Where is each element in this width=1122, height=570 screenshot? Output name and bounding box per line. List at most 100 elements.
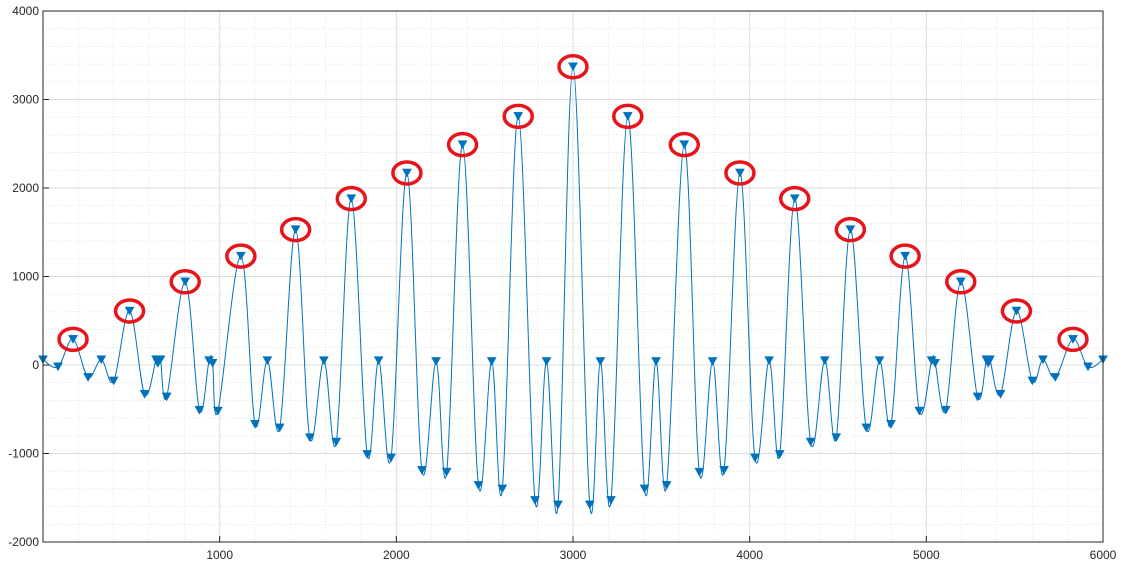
peak-marker xyxy=(719,466,729,475)
peak-marker xyxy=(595,357,606,366)
peak-marker xyxy=(1050,373,1061,382)
peak-marker xyxy=(861,423,872,433)
peak-marker xyxy=(831,433,842,443)
major-grid xyxy=(43,10,1104,543)
peak-marker xyxy=(995,389,1006,399)
highlight-circle xyxy=(557,54,589,80)
x-axis: 1000 2000 3000 4000 5000 6000 xyxy=(206,536,1117,562)
peak-marker xyxy=(402,168,412,178)
peak-marker xyxy=(331,437,342,447)
peak-marker xyxy=(139,389,150,399)
peak-marker xyxy=(750,453,760,463)
peak-marker xyxy=(914,406,925,416)
peak-marker xyxy=(318,356,329,366)
x-tick-label: 5000 xyxy=(913,548,940,562)
peak-marker xyxy=(212,406,223,416)
peak-marker xyxy=(262,356,273,366)
peak-marker xyxy=(386,453,396,463)
x-tick-label: 2000 xyxy=(383,548,410,562)
peak-marker xyxy=(290,225,301,235)
highlight-circle xyxy=(612,103,644,130)
highlight-circle xyxy=(279,216,312,243)
highlight-circle xyxy=(446,131,479,158)
highlight-circle xyxy=(335,185,368,212)
peak-marker xyxy=(83,373,93,382)
peak-marker xyxy=(774,450,785,459)
peak-marker xyxy=(568,62,578,72)
peak-marker xyxy=(930,358,941,368)
y-tick-label: 3000 xyxy=(12,93,39,107)
highlight-circle xyxy=(502,103,534,130)
peak-marker xyxy=(900,251,911,261)
x-tick-label: 1000 xyxy=(206,548,233,562)
peak-marker xyxy=(250,420,260,429)
peak-marker xyxy=(541,357,552,366)
peak-marker xyxy=(346,194,357,204)
peak-marker xyxy=(457,140,468,150)
highlight-circle xyxy=(57,326,89,353)
peak-marker xyxy=(940,405,951,415)
peak-marker xyxy=(707,357,718,366)
y-tick-label: 0 xyxy=(32,358,39,372)
peak-marker xyxy=(553,500,563,510)
peak-marker xyxy=(417,466,427,475)
peak-marker xyxy=(1038,355,1048,365)
peak-marker xyxy=(274,423,285,433)
x-tick-label: 4000 xyxy=(736,548,763,562)
marker-layer xyxy=(38,62,1108,510)
peak-marker xyxy=(53,362,63,372)
peak-marker xyxy=(207,358,218,368)
highlight-circle xyxy=(113,298,146,324)
highlight-circle xyxy=(945,269,977,295)
peak-marker xyxy=(845,225,856,235)
peak-marker xyxy=(497,484,508,494)
peak-marker xyxy=(486,357,497,366)
peak-marker xyxy=(679,140,690,150)
x-tick-label: 3000 xyxy=(560,548,587,562)
peak-marker xyxy=(194,405,205,415)
peak-marker xyxy=(1011,306,1022,316)
highlight-circle xyxy=(1000,298,1033,324)
peak-marker xyxy=(513,112,524,121)
highlight-circle xyxy=(225,243,257,269)
peak-marker xyxy=(235,251,246,261)
peak-marker xyxy=(661,481,672,490)
highlight-circle xyxy=(778,185,811,212)
peak-marker xyxy=(431,357,442,366)
peak-marker xyxy=(68,335,78,344)
highlight-circle xyxy=(668,131,701,158)
peak-marker xyxy=(373,356,384,366)
y-tick-label: -1000 xyxy=(8,447,39,461)
y-tick-label: 2000 xyxy=(12,181,39,195)
peak-marker xyxy=(639,484,650,494)
peak-marker xyxy=(362,450,373,459)
peak-marker xyxy=(972,392,983,402)
peak-marker xyxy=(789,194,800,204)
peak-marker xyxy=(124,306,135,316)
x-tick-label: 6000 xyxy=(1090,548,1117,562)
peak-marker xyxy=(694,467,705,477)
peak-marker xyxy=(955,277,966,287)
peak-marker xyxy=(96,355,107,365)
peak-marker xyxy=(180,277,191,287)
highlight-circle xyxy=(169,269,201,295)
peak-marker xyxy=(819,356,830,366)
highlight-circle xyxy=(1057,326,1089,353)
peak-marker xyxy=(651,357,661,366)
peak-marker xyxy=(874,356,885,366)
y-tick-label: 4000 xyxy=(12,4,39,18)
highlight-circle xyxy=(724,160,756,186)
peak-marker xyxy=(161,392,172,402)
peak-marker xyxy=(530,496,540,505)
y-axis: -2000 -1000 0 1000 2000 3000 4000 xyxy=(8,4,49,549)
peak-marker xyxy=(985,355,995,365)
highlight-circle xyxy=(391,160,423,186)
peak-marker xyxy=(886,420,896,429)
highlight-circle xyxy=(834,216,867,243)
peak-marker xyxy=(764,356,775,366)
peak-marker xyxy=(735,168,745,178)
peak-marker xyxy=(473,481,484,490)
highlight-circle xyxy=(889,243,921,269)
peak-marker xyxy=(622,112,633,121)
